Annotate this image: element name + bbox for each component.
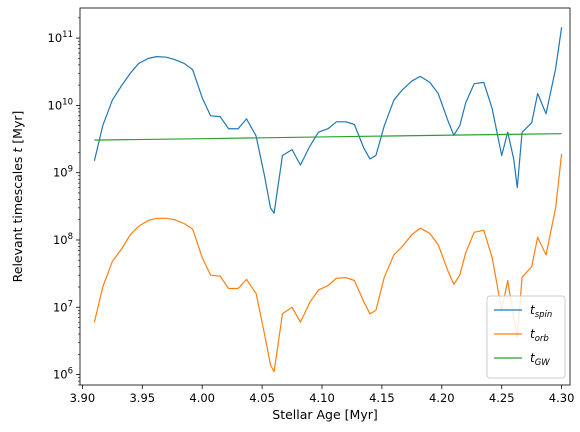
legend-box xyxy=(486,295,566,379)
y-axis-label-text: Relevant timescales xyxy=(10,153,25,283)
y-tick-label: 107 xyxy=(53,299,73,314)
series-line-spin xyxy=(93,27,563,214)
legend-entry-orb: torb xyxy=(530,327,549,344)
legend-entry-gw: tGW xyxy=(530,351,550,368)
x-tick-label: 4.10 xyxy=(309,391,335,405)
y-tick-label: 106 xyxy=(53,367,73,382)
x-tick-label: 4.05 xyxy=(249,391,275,405)
x-axis: 3.90 3.95 4.00 4.05 4.10 4.15 4.20 4.25 4.30 xyxy=(70,385,575,405)
y-axis-label-variable: t xyxy=(10,147,25,153)
x-tick-label: 3.90 xyxy=(70,391,96,405)
legend: tspin torb tGW xyxy=(486,295,566,379)
series-line-orb xyxy=(93,153,563,373)
x-tick-label: 4.30 xyxy=(549,391,575,405)
x-tick-label: 4.00 xyxy=(189,391,215,405)
x-axis-label: Stellar Age [Myr] xyxy=(272,407,377,422)
x-tick-label: 4.25 xyxy=(489,391,515,405)
legend-entry-spin: tspin xyxy=(530,303,552,320)
series-layer xyxy=(93,27,563,373)
y-tick-label: 1011 xyxy=(48,30,73,45)
x-tick-label: 4.15 xyxy=(369,391,395,405)
y-axis: 106 107 108 109 1010 1011 xyxy=(48,17,80,386)
plot-frame xyxy=(79,7,571,386)
y-tick-label: 1010 xyxy=(48,97,73,112)
x-tick-label: 4.20 xyxy=(429,391,455,405)
y-tick-label: 109 xyxy=(53,165,73,180)
y-tick-label: 108 xyxy=(53,232,73,247)
x-tick-label: 3.95 xyxy=(129,391,155,405)
y-axis-label-unit: [Myr] xyxy=(10,111,25,148)
series-line-gw xyxy=(94,133,562,141)
y-axis-label: Relevant timescales t [Myr] xyxy=(10,111,25,283)
